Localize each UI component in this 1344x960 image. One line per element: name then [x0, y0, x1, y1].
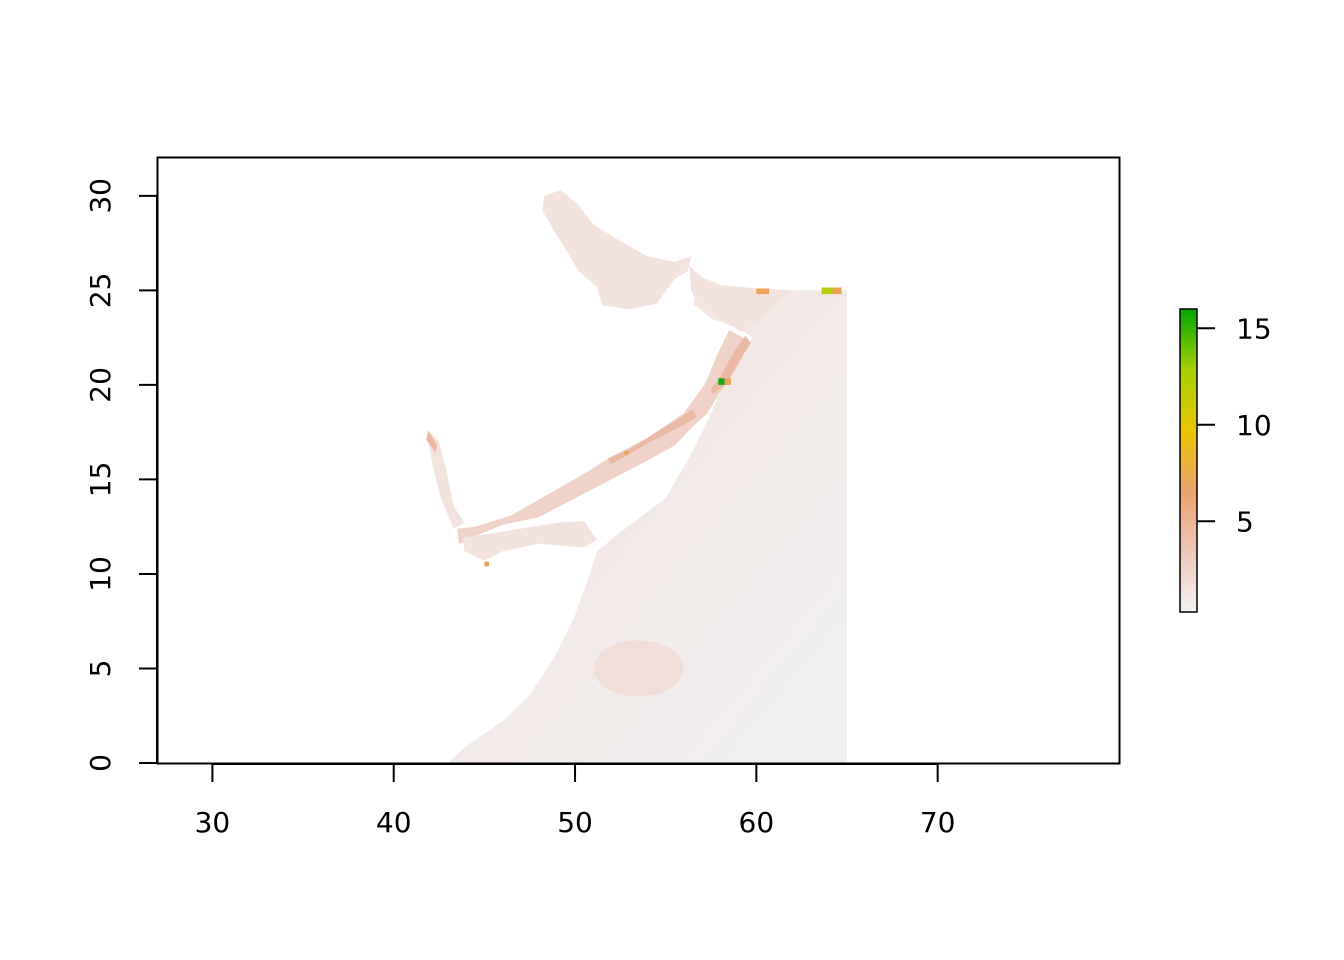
y-tick-label-25: 25 [84, 273, 117, 309]
ocean-patch [593, 640, 684, 697]
legend-colorbar [1179, 308, 1198, 613]
coastal-region-arabia [457, 330, 750, 544]
color-legend: 5 10 15 [1179, 308, 1272, 613]
raster-layer [426, 190, 847, 763]
y-tick-label-0: 0 [84, 754, 117, 772]
legend-tick-label-10: 10 [1236, 409, 1272, 442]
x-tick-label-60: 60 [739, 806, 775, 839]
red-sea [428, 432, 465, 529]
x-tick-label-70: 70 [920, 806, 956, 839]
y-tick-label-15: 15 [84, 462, 117, 498]
x-axis: 30 40 50 60 70 [195, 763, 956, 839]
gulf-of-aden [462, 521, 597, 561]
x-tick-label-50: 50 [557, 806, 593, 839]
y-axis: 0 5 10 15 20 25 30 [84, 178, 158, 772]
y-tick-label-5: 5 [84, 660, 117, 678]
y-tick-label-30: 30 [84, 178, 117, 214]
hotspot-cell-orange-3 [756, 288, 770, 295]
ocean-region [448, 290, 847, 763]
hotspot-cell-orange-1 [724, 378, 731, 385]
coastal-strip-2 [426, 430, 438, 453]
hotspot-cell-orange-4 [484, 561, 489, 567]
hotspot-cell-yellow [821, 287, 833, 295]
hotspot-cell-orange-5 [623, 451, 629, 455]
coastal-strip-1 [607, 409, 697, 465]
x-tick-label-30: 30 [195, 806, 231, 839]
legend-tick-label-5: 5 [1236, 505, 1254, 538]
x-tick-label-40: 40 [376, 806, 412, 839]
persian-gulf [542, 190, 692, 310]
hotspot-cell-green [718, 378, 725, 385]
y-tick-label-20: 20 [84, 367, 117, 403]
gulf-of-oman [689, 265, 793, 332]
legend-tick-label-15: 15 [1236, 312, 1272, 345]
hotspot-cell-orange-2 [832, 287, 842, 295]
y-tick-label-10: 10 [84, 556, 117, 592]
